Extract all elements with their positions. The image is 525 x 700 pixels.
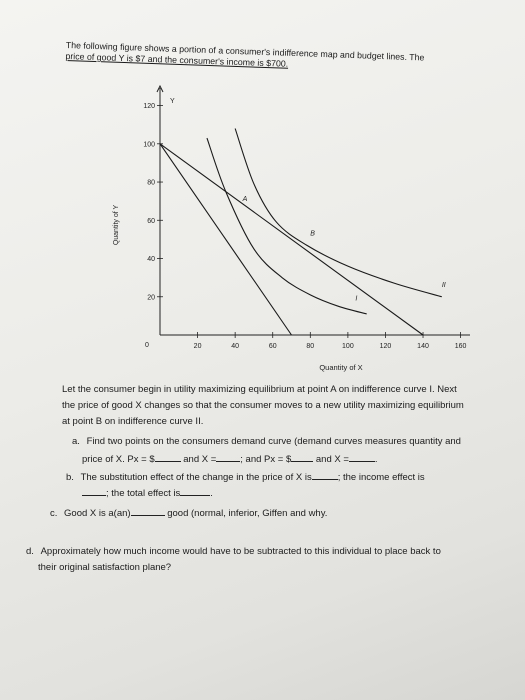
answer-blank-good-type[interactable] — [130, 505, 165, 516]
qa-part-5: . — [374, 454, 378, 465]
question-d-line-2: their original satisfaction plane? — [38, 562, 172, 573]
qb-part-1: The substitution effect of the change in… — [80, 472, 312, 483]
y-ticks: 20 40 60 80 100 120 — [143, 103, 163, 301]
qb-part-2: ; the income effect is — [337, 472, 425, 483]
x-tick-label: 160 — [455, 343, 467, 350]
question-paragraph-line-1: Let the consumer begin in utility maximi… — [62, 384, 457, 395]
indifference-curve-4 — [234, 128, 442, 298]
chart-lines — [159, 128, 442, 336]
x-tick-label: 40 — [231, 343, 239, 350]
x-tick-label: 20 — [194, 343, 202, 350]
chart-axes — [156, 84, 470, 336]
origin-label: 0 — [145, 342, 149, 349]
x-axis-label: Quantity of X — [319, 363, 362, 372]
answer-blank-substitution[interactable] — [311, 469, 338, 480]
question-paragraph-line-2: the price of good X changes so that the … — [62, 400, 464, 411]
question-d-line-1: d. Approximately how much income would h… — [26, 545, 441, 558]
question-paragraph-line-3: at point B on indifference curve II. — [62, 416, 204, 427]
point-label-II: II — [442, 282, 446, 289]
qa-part-1: price of X. Px = $ — [82, 454, 155, 465]
qb-part-4: . — [210, 488, 213, 499]
y-tick-label: 120 — [143, 103, 155, 110]
budget-line-1 — [159, 143, 292, 336]
question-a-line-1: a. Find two points on the consumers dema… — [72, 435, 461, 448]
x-tick-label: 80 — [306, 343, 314, 350]
answer-blank-px2[interactable] — [291, 451, 314, 462]
question-a-text: Find two points on the consumers demand … — [86, 436, 461, 447]
y-tick-label: 40 — [147, 256, 155, 263]
question-d-label: d. — [26, 546, 34, 557]
budget-line-2 — [159, 143, 424, 336]
x-tick-label: 140 — [417, 343, 429, 350]
question-a-line-2: price of X. Px = $ and X = ; and Px = $ a… — [82, 451, 378, 466]
x-tick-label: 120 — [380, 343, 392, 350]
y-axis-arrow — [156, 84, 164, 93]
y-tick-label: 20 — [147, 294, 155, 301]
point-label-B: B — [310, 231, 315, 238]
answer-blank-x1[interactable] — [216, 451, 241, 462]
question-b-label: b. — [66, 472, 74, 483]
y-axis-label: Quantity of Y — [113, 205, 120, 246]
qc-part-1: Good X is a(an) — [64, 508, 131, 519]
point-label-I: I — [355, 296, 357, 303]
qd-text: Approximately how much income would have… — [40, 546, 441, 557]
x-ticks: 20 40 60 80 100 120 140 160 — [194, 332, 467, 350]
x-tick-label: 100 — [342, 343, 354, 350]
answer-blank-income[interactable] — [82, 485, 106, 496]
question-a-label: a. — [72, 436, 80, 447]
qb-part-3: ; the total effect is — [106, 488, 181, 499]
answer-blank-px1[interactable] — [154, 451, 181, 462]
qa-part-2: and X = — [183, 454, 217, 465]
x-tick-label: 60 — [269, 343, 277, 350]
answer-blank-total[interactable] — [180, 485, 211, 496]
indifference-curve-3 — [206, 137, 367, 315]
y-tick-label: 80 — [147, 180, 155, 187]
y-tick-label: 60 — [147, 218, 155, 225]
question-b-line-2: ; the total effect is. — [82, 485, 213, 500]
y-axis-letter: Y — [170, 98, 175, 105]
question-c-line: c. Good X is a(an) good (normal, inferio… — [50, 505, 327, 520]
answer-blank-x2[interactable] — [348, 451, 375, 462]
y-tick-label: 100 — [143, 141, 155, 148]
question-c-label: c. — [50, 508, 58, 519]
qa-part-3: ; and Px = $ — [240, 454, 292, 465]
qa-part-4: and X = — [315, 454, 349, 465]
qc-part-2: good (normal, inferior, Giffen and why. — [167, 508, 328, 519]
question-b-line-1: b. The substitution effect of the change… — [66, 469, 425, 484]
point-label-A: A — [242, 196, 248, 203]
